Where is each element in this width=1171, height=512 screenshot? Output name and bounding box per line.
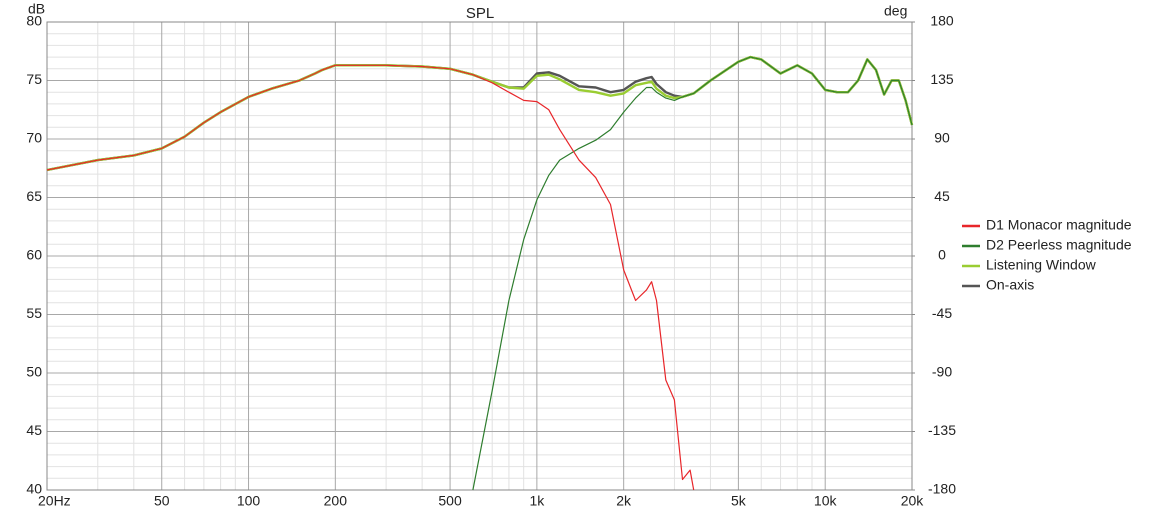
x-tick-label: 500 — [438, 493, 462, 509]
y-axis-label: dB — [28, 1, 45, 17]
y-tick-label: 80 — [26, 13, 42, 29]
legend-label: On-axis — [986, 277, 1034, 293]
x-tick-label: 50 — [154, 493, 170, 509]
y2-tick-label: 180 — [930, 13, 954, 29]
y-tick-label: 55 — [26, 305, 42, 321]
plot-frame — [46, 21, 913, 491]
x-tick-label: 2k — [616, 493, 632, 509]
y-tick-label: 45 — [26, 422, 42, 438]
y-tick-label: 60 — [26, 247, 42, 263]
x-tick-label: 20Hz — [38, 493, 71, 509]
legend-label: Listening Window — [986, 257, 1097, 273]
x-tick-label: 5k — [731, 493, 747, 509]
y2-tick-label: 0 — [938, 247, 946, 263]
y-tick-label: 65 — [26, 188, 42, 204]
y-tick-label: 40 — [26, 481, 42, 497]
series-line — [472, 56, 913, 491]
x-tick-label: 200 — [324, 493, 348, 509]
x-tick-label: 1k — [529, 493, 545, 509]
y2-tick-label: 45 — [934, 188, 950, 204]
y2-axis-label: deg — [884, 3, 907, 19]
y2-tick-label: 135 — [930, 71, 954, 87]
y2-tick-label: 90 — [934, 130, 950, 146]
y2-tick-label: -180 — [928, 481, 956, 497]
legend-label: D1 Monacor magnitude — [986, 217, 1132, 233]
y2-tick-label: -90 — [932, 364, 952, 380]
y-tick-label: 50 — [26, 364, 42, 380]
legend-label: D2 Peerless magnitude — [986, 237, 1132, 253]
y-tick-label: 70 — [26, 130, 42, 146]
x-tick-label: 10k — [814, 493, 838, 509]
y2-tick-label: -45 — [932, 305, 952, 321]
x-tick-label: 20k — [901, 493, 925, 509]
x-tick-label: 100 — [237, 493, 261, 509]
y2-tick-label: -135 — [928, 422, 956, 438]
chart-title: SPL — [466, 5, 494, 22]
series-line — [46, 64, 695, 491]
y-tick-label: 75 — [26, 71, 42, 87]
